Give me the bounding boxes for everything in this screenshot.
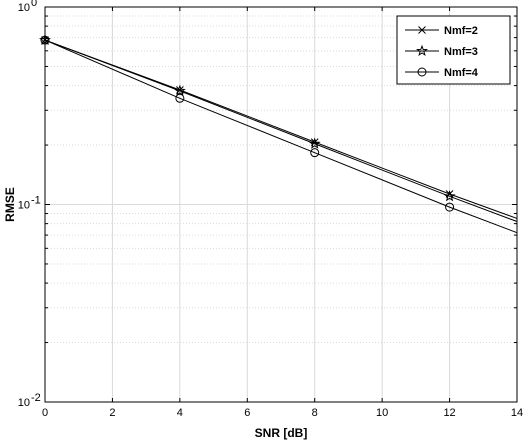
x-tick-labels: 0 2 4 6 8 10 12 14 [42,407,523,419]
axis-ticks [44,6,518,403]
x-tick-label: 0 [42,407,48,419]
legend-entry: Nmf=2 [405,25,478,37]
x-tick-label: 6 [244,407,250,419]
x-tick-label: 10 [376,407,388,419]
legend-entry: Nmf=3 [405,44,478,58]
y-tick-label-exponent: -1 [31,195,41,207]
legend-entry: Nmf=4 [405,67,479,79]
x-tick-label: 14 [511,407,523,419]
data-point-marker [175,93,185,103]
y-tick-label: 10 [18,2,30,14]
data-point-marker [443,190,456,202]
legend-label: Nmf=2 [444,25,478,37]
data-point-marker [173,84,186,96]
y-tick-label-exponent: -2 [31,392,41,404]
series-line [44,39,518,222]
legend-marker [418,26,426,34]
legend-label: Nmf=3 [444,46,478,58]
y-axis-label: RMSE [3,187,17,222]
x-tick-label: 12 [443,407,455,419]
x-tick-label: 4 [177,407,183,419]
y-tick-label-exponent: 0 [31,0,37,9]
y-tick-label: 10 [18,397,30,409]
x-axis-label: SNR [dB] [255,426,308,440]
legend: Nmf=2 Nmf=3 Nmf=4 [396,15,511,85]
series-line [44,39,518,234]
x-tick-label: 2 [109,407,115,419]
x-tick-label: 8 [312,407,318,419]
legend-marker [416,44,428,57]
legend-box [396,15,511,85]
legend-label: Nmf=4 [444,67,479,79]
series-layer [39,33,518,234]
data-point-marker [308,137,321,149]
y-tick-label: 10 [18,200,30,212]
data-point-marker [445,202,455,212]
legend-marker [417,67,427,77]
data-point-marker [310,148,320,158]
